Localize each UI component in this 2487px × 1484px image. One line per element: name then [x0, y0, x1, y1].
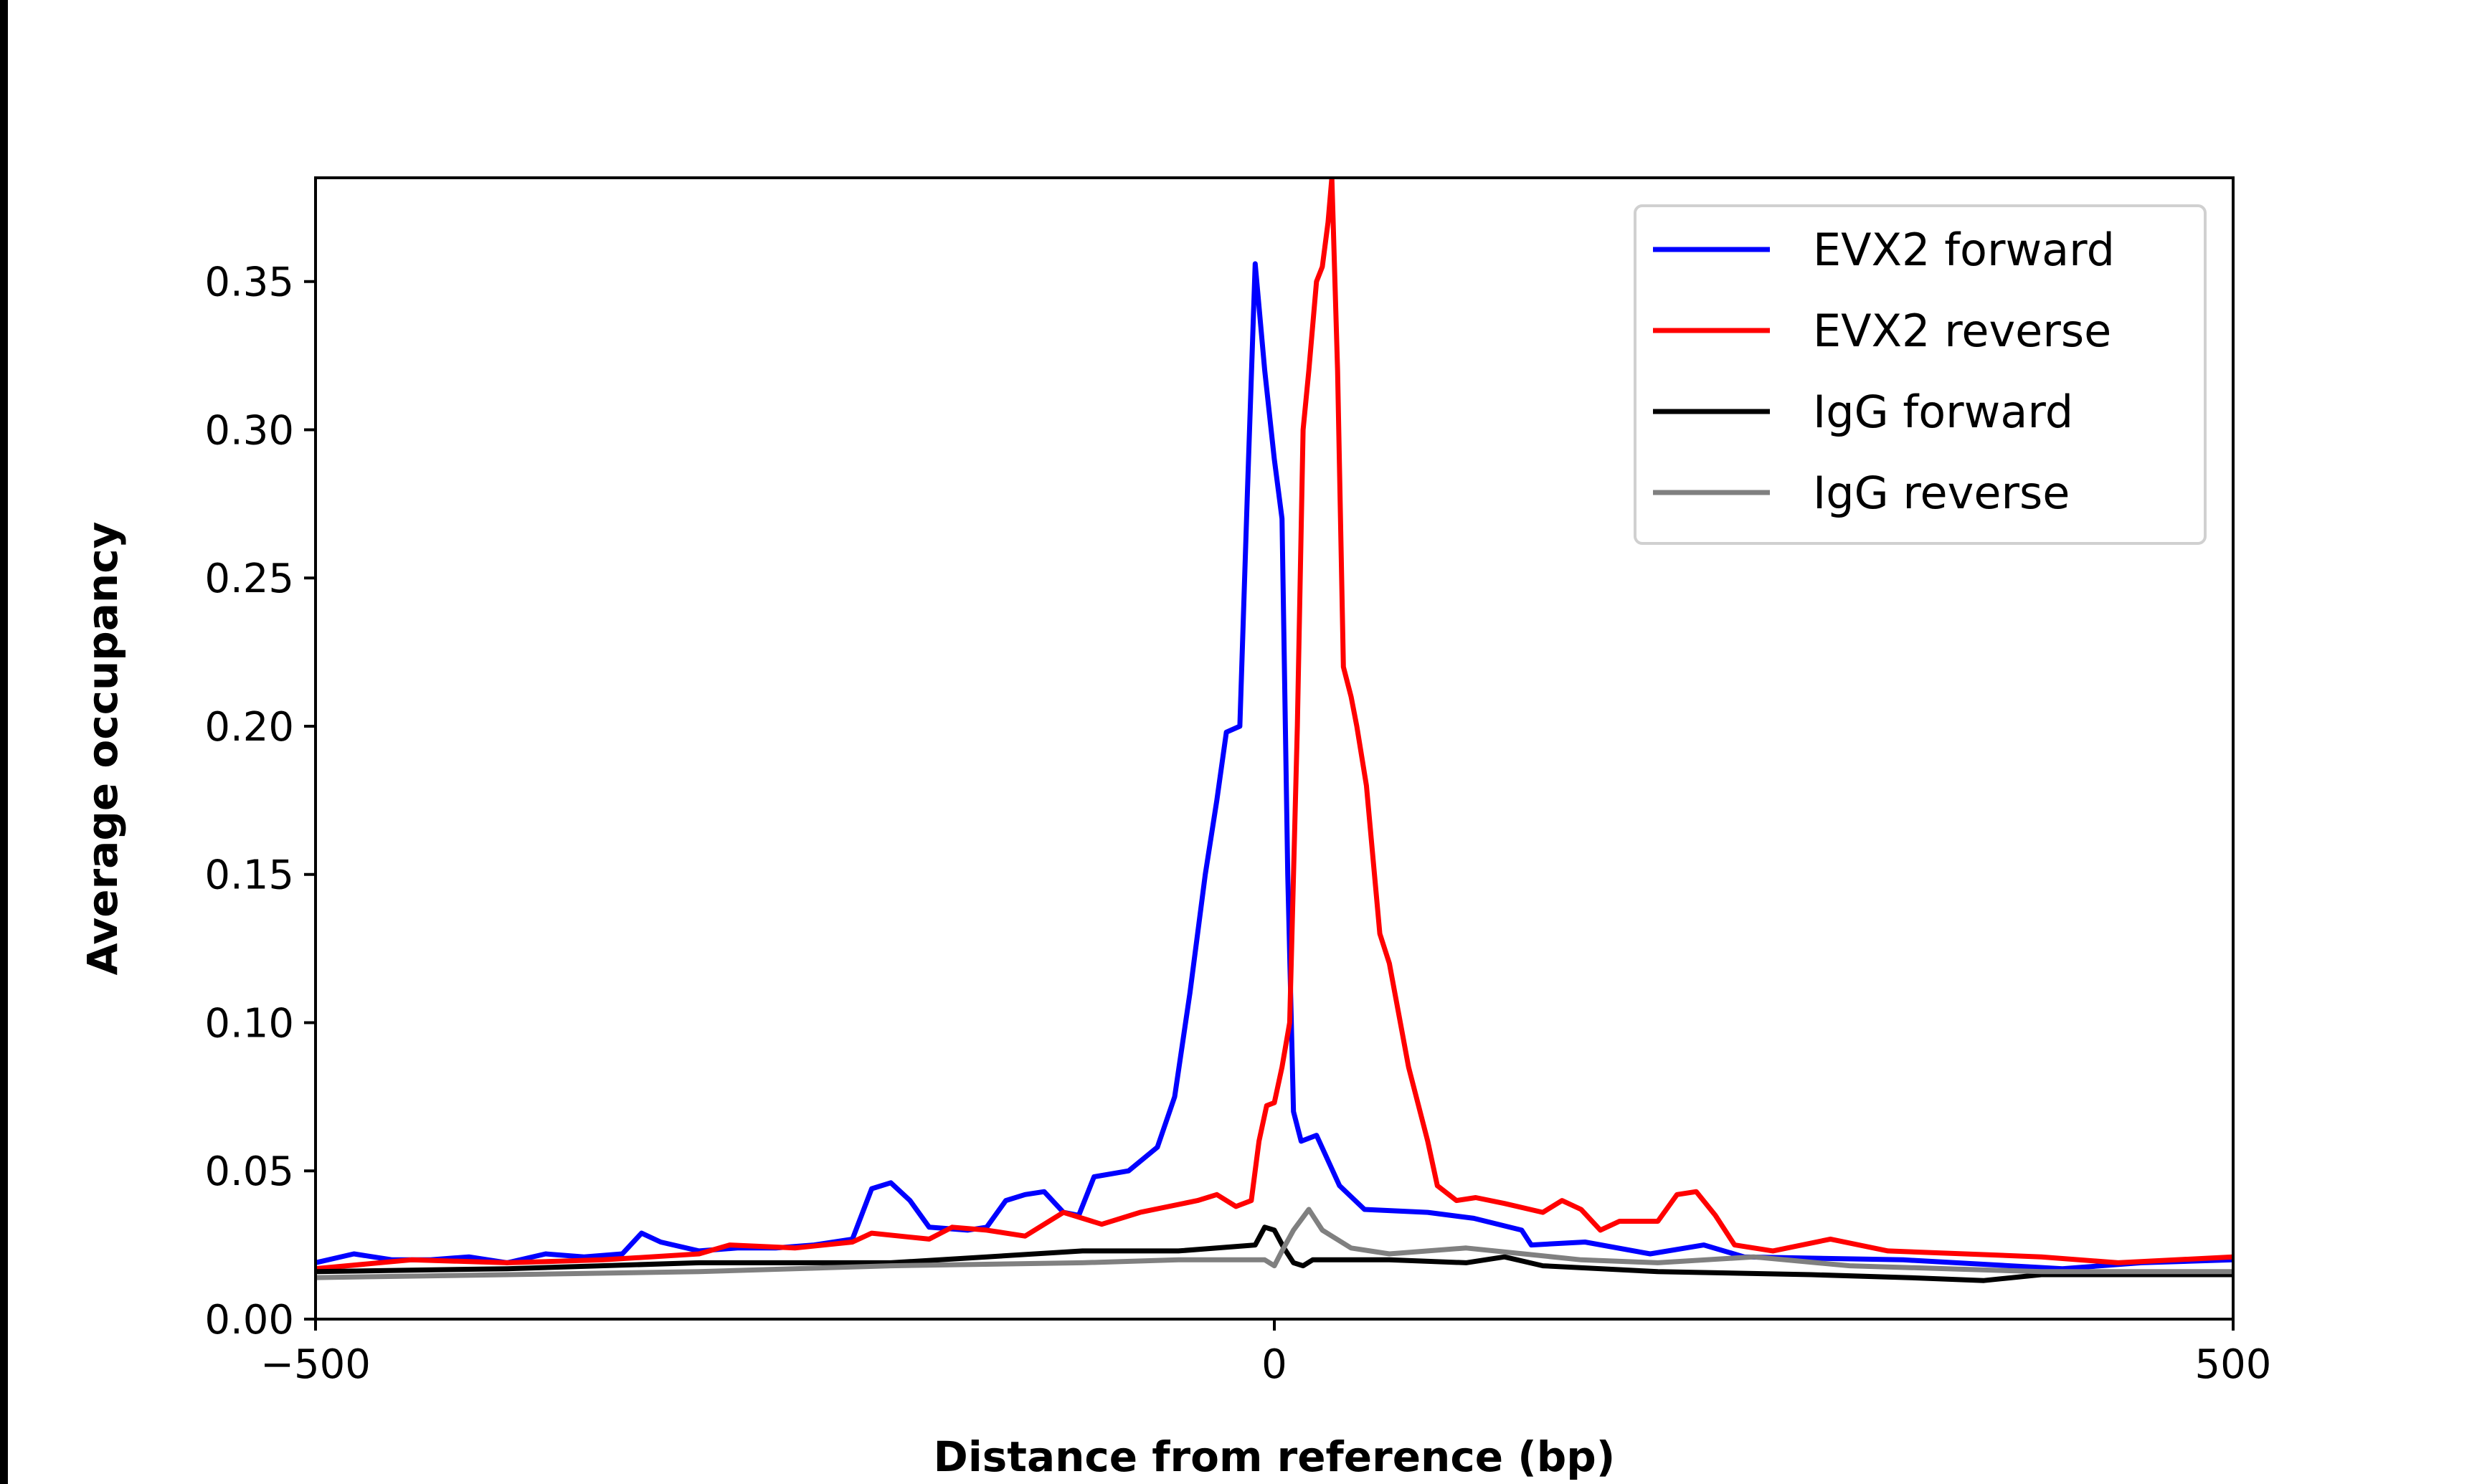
- y-tick-label: 0.15: [204, 852, 294, 899]
- y-axis-label: Average occupancy: [78, 522, 127, 976]
- y-tick-label: 0.00: [204, 1297, 294, 1343]
- legend-box: [1634, 204, 2207, 545]
- series-lines: [316, 178, 2233, 1283]
- x-axis: −500 0 500: [260, 1319, 2271, 1388]
- y-tick-label: 0.05: [204, 1148, 294, 1195]
- series-line-igg-reverse: [316, 1207, 2233, 1280]
- image-left-border: [0, 0, 8, 1484]
- series-line-evx2-reverse: [316, 178, 2233, 1272]
- legend-label: EVX2 reverse: [1813, 305, 2111, 357]
- legend: EVX2 forward EVX2 reverse IgG forward IgG r…: [1634, 204, 2207, 545]
- y-tick-label: 0.30: [204, 407, 294, 454]
- y-tick-label: 0.10: [204, 1000, 294, 1047]
- legend-label: IgG forward: [1813, 386, 2073, 438]
- x-tick-label: −500: [260, 1341, 371, 1388]
- y-tick-label: 0.25: [204, 556, 294, 602]
- x-tick-label: 0: [1261, 1341, 1287, 1388]
- y-tick-label: 0.20: [204, 704, 294, 751]
- y-axis: 0.00 0.05 0.10 0.15 0.20 0.25 0.30 0.35: [204, 260, 316, 1343]
- series-line-igg-forward: [316, 1224, 2233, 1283]
- y-tick-label: 0.35: [204, 260, 294, 306]
- x-tick-label: 500: [2195, 1341, 2272, 1388]
- legend-label: IgG reverse: [1813, 467, 2070, 519]
- series-line-evx2-forward: [316, 261, 2233, 1272]
- x-axis-label: Distance from reference (bp): [934, 1432, 1616, 1481]
- legend-label: EVX2 forward: [1813, 224, 2115, 276]
